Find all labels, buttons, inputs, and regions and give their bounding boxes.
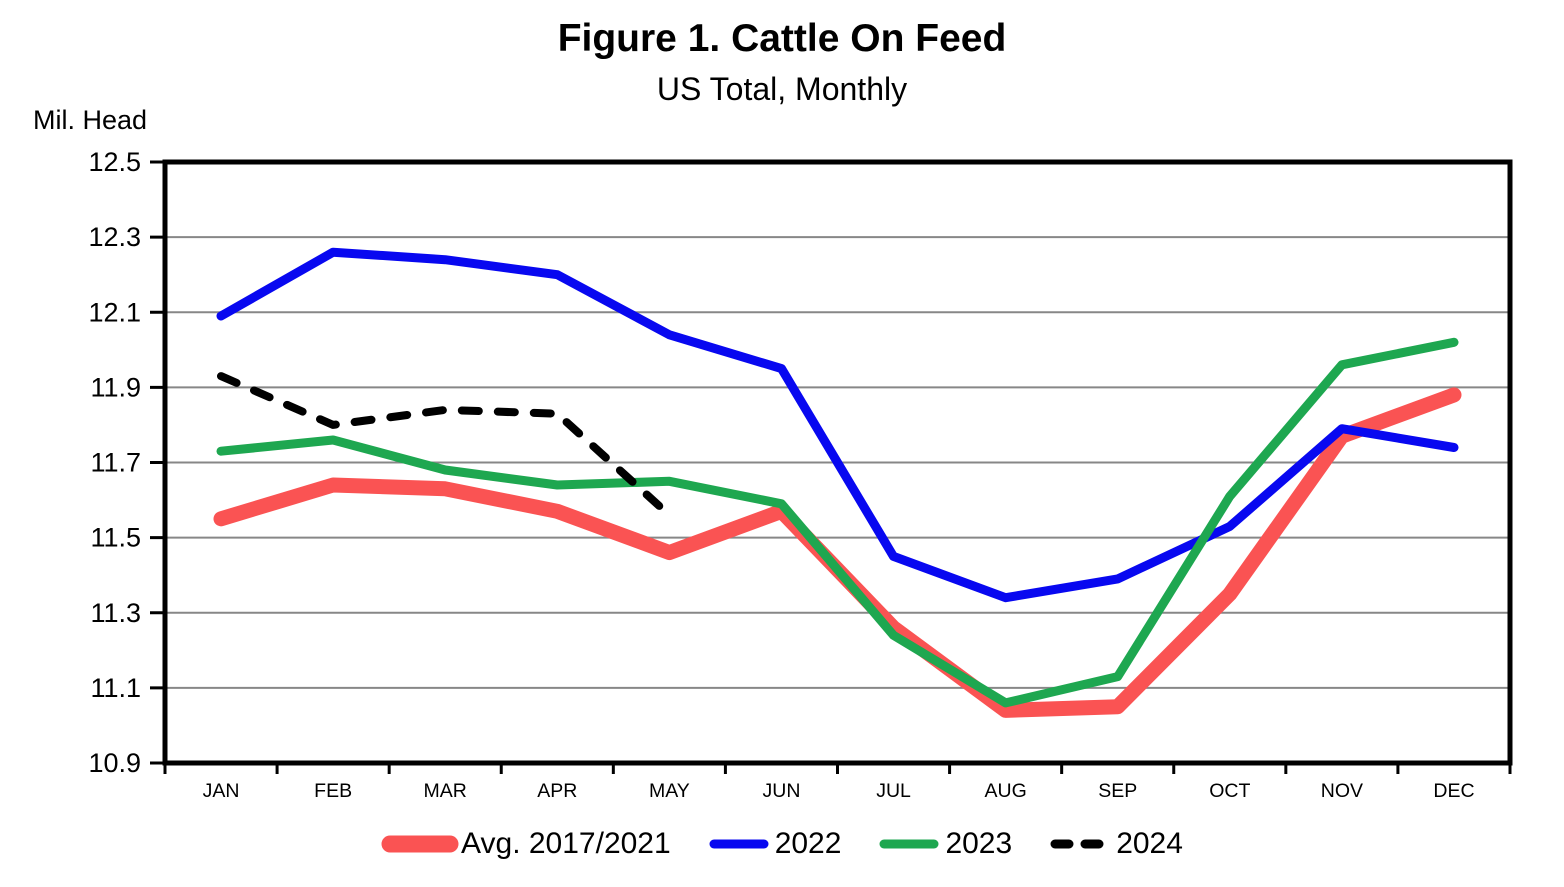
legend-label: Avg. 2017/2021 [461,827,671,860]
y-axis-unit-label: Mil. Head [33,105,148,135]
legend-line-icon [381,835,459,853]
chart-subtitle: US Total, Monthly [656,71,908,107]
x-tick-label: JUL [876,780,911,802]
chart-legend: Avg. 2017/2021 2022 2023 2024 [0,816,1564,872]
y-tick-label: 12.5 [88,147,141,177]
legend-item: 2022 [705,827,842,861]
legend-label: 2024 [1116,827,1183,860]
legend-item: 2024 [1046,827,1183,861]
legend-label: 2023 [945,827,1013,860]
series-line-2023 [216,337,1459,708]
y-tick-label: 11.9 [90,372,141,402]
series-line-avg-2017-2021 [213,387,1462,718]
y-tick-label: 12.1 [88,297,141,327]
y-tick-label: 10.9 [88,748,141,778]
x-tick-label: MAR [424,780,467,802]
legend-label: 2022 [774,827,842,860]
legend-line-icon [879,839,939,849]
x-tick-label: NOV [1321,780,1363,802]
series-line-2022 [216,247,1459,603]
y-tick-label: 11.1 [90,673,141,703]
y-tick-label: 11.7 [90,448,141,478]
x-tick-label: MAY [649,780,690,802]
x-tick-label: SEP [1098,780,1137,802]
y-tick-label: 11.5 [90,523,141,553]
y-tick-label: 12.3 [88,222,141,252]
legend-dashed-line-icon [1050,839,1110,849]
legend-item: Avg. 2017/2021 [381,827,671,861]
x-tick-label: AUG [984,780,1026,802]
series-line-2024 [217,372,674,520]
x-tick-label: JAN [203,780,240,802]
x-tick-label: DEC [1433,780,1474,802]
chart-title: Figure 1. Cattle On Feed [557,17,1007,60]
x-tick-label: FEB [314,780,352,802]
plot-border [162,159,1513,766]
x-tick-label: OCT [1209,780,1250,802]
legend-item: 2023 [875,827,1012,861]
y-tick-label: 11.3 [90,598,141,628]
legend-line-icon [709,839,769,849]
x-tick-label: JUN [762,780,800,802]
x-tick-label: APR [537,780,577,802]
line-chart-plot-area: 12.5 12.3 12.1 11.9 11.7 11.5 11.3 11.1 10.9 JAN F… [88,147,1513,802]
